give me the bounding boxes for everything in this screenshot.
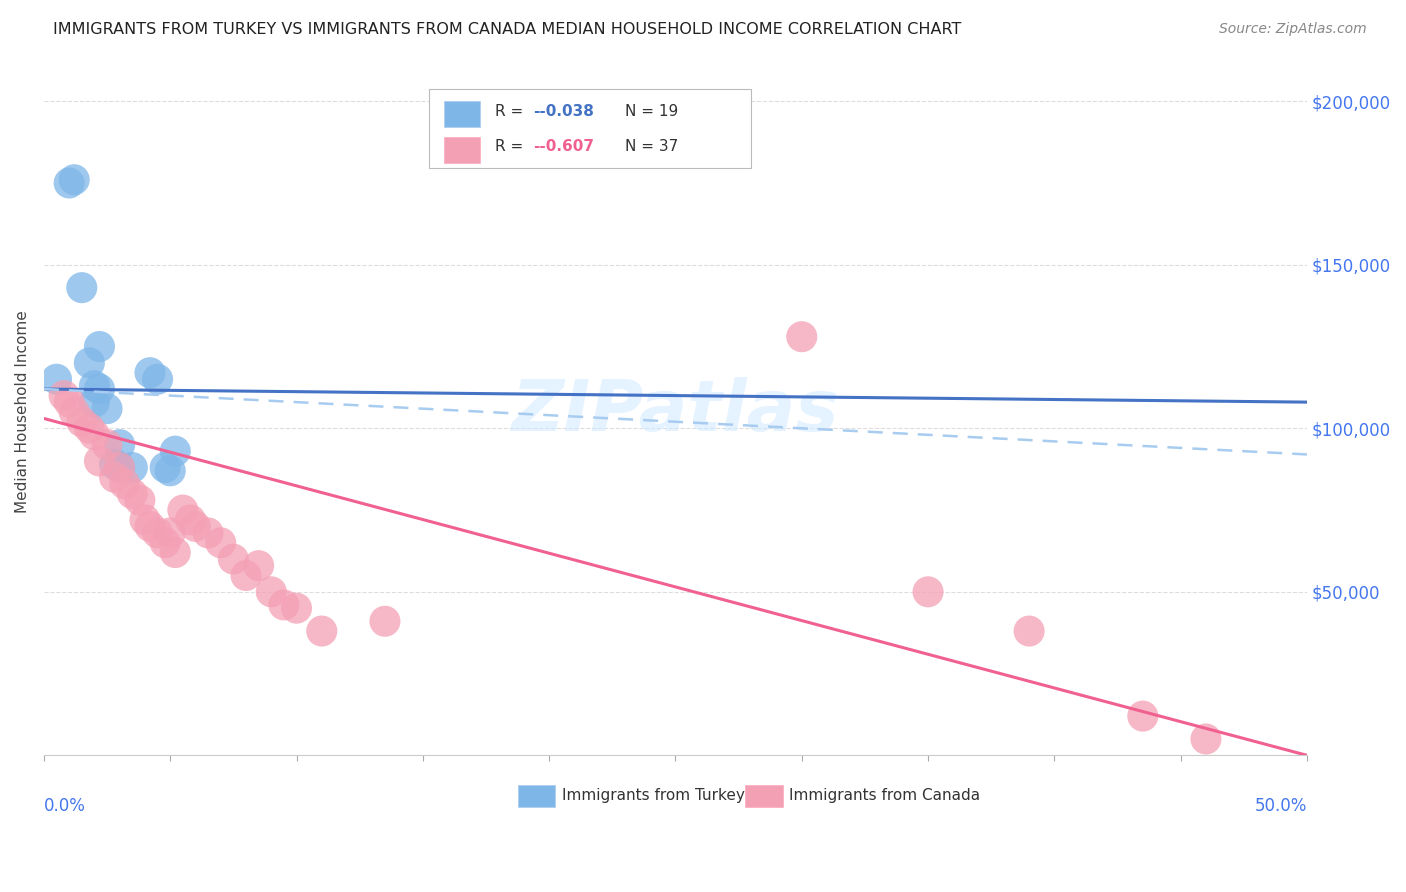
Point [108, 460, 131, 475]
Point [70, 415, 93, 429]
Text: N = 37: N = 37 [624, 139, 678, 154]
Text: ZIPatlas: ZIPatlas [512, 377, 839, 446]
Text: Immigrants from Turkey: Immigrants from Turkey [562, 788, 745, 803]
Point [179, 513, 201, 527]
Point [153, 460, 176, 475]
Point [374, 614, 396, 628]
Point [247, 558, 270, 573]
Point [285, 601, 308, 615]
Point [1132, 709, 1154, 723]
Point [89, 454, 111, 468]
Point [58, 395, 80, 409]
Point [165, 545, 187, 559]
Point [83, 378, 105, 392]
FancyBboxPatch shape [429, 89, 751, 168]
Point [260, 584, 283, 599]
Point [58, 176, 80, 190]
Point [96, 401, 118, 416]
Point [53, 388, 76, 402]
Bar [517, 785, 555, 807]
Point [153, 535, 176, 549]
Text: --0.038: --0.038 [533, 103, 593, 119]
Point [89, 339, 111, 353]
Point [96, 437, 118, 451]
Text: 50.0%: 50.0% [1254, 797, 1308, 814]
Point [146, 372, 169, 386]
Point [159, 464, 181, 478]
Point [235, 568, 257, 582]
Point [89, 382, 111, 396]
Point [159, 525, 181, 540]
Y-axis label: Median Household Income: Median Household Income [15, 310, 30, 513]
Point [273, 598, 295, 612]
Text: Immigrants from Canada: Immigrants from Canada [789, 788, 980, 803]
Text: --0.607: --0.607 [533, 139, 593, 154]
Point [83, 395, 105, 409]
Point [1018, 624, 1040, 638]
Point [108, 437, 131, 451]
Point [172, 503, 194, 517]
Point [134, 513, 156, 527]
Point [139, 519, 162, 533]
Point [83, 427, 105, 442]
Bar [444, 136, 479, 162]
Point [209, 535, 232, 549]
Text: 0.0%: 0.0% [44, 797, 86, 814]
Bar [444, 101, 479, 127]
Point [1195, 731, 1218, 746]
Text: R =: R = [495, 139, 527, 154]
Point [45, 372, 67, 386]
Point [79, 421, 101, 435]
Point [121, 486, 143, 500]
Point [139, 366, 162, 380]
Point [70, 280, 93, 294]
Point [222, 552, 245, 566]
Text: R =: R = [495, 103, 527, 119]
Point [184, 519, 207, 533]
Point [197, 525, 219, 540]
Point [790, 329, 813, 343]
Point [165, 444, 187, 458]
Point [311, 624, 333, 638]
Point [104, 457, 127, 471]
Point [917, 584, 939, 599]
Point [63, 172, 86, 186]
Text: IMMIGRANTS FROM TURKEY VS IMMIGRANTS FROM CANADA MEDIAN HOUSEHOLD INCOME CORRELA: IMMIGRANTS FROM TURKEY VS IMMIGRANTS FRO… [53, 22, 962, 37]
Point [146, 525, 169, 540]
Point [63, 405, 86, 419]
Point [128, 493, 150, 508]
Point [114, 476, 136, 491]
Bar [745, 785, 783, 807]
Point [121, 460, 143, 475]
Point [104, 470, 127, 484]
Text: N = 19: N = 19 [624, 103, 678, 119]
Point [108, 460, 131, 475]
Point [79, 356, 101, 370]
Text: Source: ZipAtlas.com: Source: ZipAtlas.com [1219, 22, 1367, 37]
